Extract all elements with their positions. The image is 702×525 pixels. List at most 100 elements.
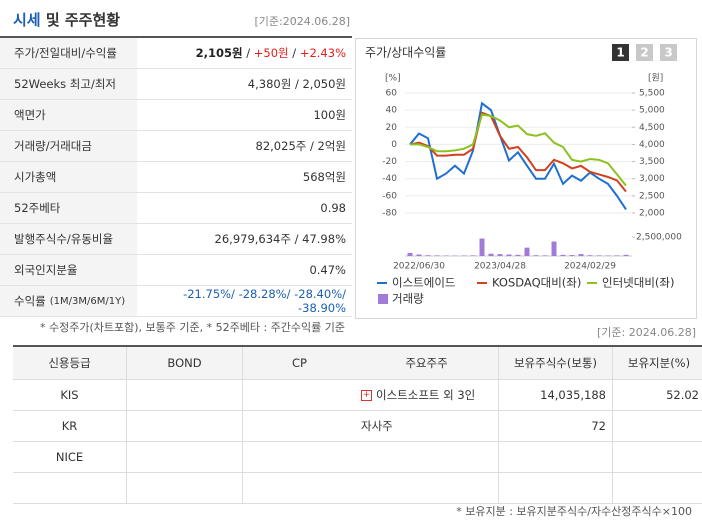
cell-text: 자사주 [361,419,393,433]
table-row: + 이스트소프트 외 3인 14,035,188 52.02 [355,379,702,411]
date: [기준:2024.06.28] [254,15,350,28]
table-row: 액면가 100원 [0,100,352,131]
header-row: 신용등급 BOND CP [13,346,356,380]
header: 시세 및 주주현황 [13,9,120,30]
credit-table: 신용등급 BOND CP KIS KR NICE [13,345,356,504]
table-cell [126,379,243,411]
volume-bar [524,247,530,256]
y2-axis-label: [원] [648,73,663,84]
table-cell [355,441,499,473]
volume-bar [578,254,584,256]
legend-label: 인터넷대비(좌) [602,276,674,290]
value-text: -21.75%/ -28.28%/ -28.40%/ -38.90% [183,287,346,315]
table-cell: KIS [13,379,127,411]
volume-bar [560,254,566,256]
table-row: 외국인지분율 0.47% [0,255,352,286]
row-label: 52주베타 [0,193,137,223]
x-tick-label: 2022/06/30 [393,262,445,272]
table-row: 52Weeks 최고/최저 4,380원 / 2,050원 [0,69,352,100]
row-label: 시가총액 [0,162,137,192]
table-row: KIS [13,379,356,411]
table-cell [612,472,702,504]
row-label: 52Weeks 최고/최저 [0,69,137,99]
table-cell [612,410,702,442]
expand-icon[interactable]: + [361,390,372,401]
label-text: 52주베타 [14,201,61,215]
title-rest: 및 주주현황 [45,11,121,29]
tab-label[interactable]: 3 [664,46,672,60]
value-text: / [242,46,254,60]
value-text: 100원 [313,108,346,122]
y2-tick-label: 2,500 [639,191,665,201]
volume-bar [542,255,548,256]
value-text: 0.98 [320,201,346,215]
y-tick-label: -40 [382,174,397,184]
row-value: 568억원 [137,169,352,185]
volume-bar [551,241,557,256]
value-text: 568억원 [302,170,346,184]
value-text: +50원 [253,46,289,60]
quote-table: 주가/전일대비/수익률 2,105원 / +50원 / +2.43% 52Weeks… [0,36,352,317]
y2-tick-label: 5,000 [639,106,665,116]
volume-bar [614,255,620,256]
value-text: 0.47% [309,263,346,277]
value-text: 2,105원 [195,46,243,60]
chart-frame [355,38,697,319]
row-label: 주가/전일대비/수익률 [0,38,137,68]
table-row: 거래량/거래대금 82,025주 / 2억원 [0,131,352,162]
row-label: 거래량/거래대금 [0,131,137,161]
tab[interactable] [660,44,677,61]
y-tick-label: 0 [391,140,397,150]
table-row: 시가총액 568억원 [0,162,352,193]
tab-label[interactable]: 1 [616,46,624,60]
volume-tick-label: 2,500,000 [636,233,682,243]
legend-label: 이스트에이드 [392,276,455,290]
volume-bar [416,254,422,256]
table-cell [242,441,356,473]
table-cell: 72 [498,410,613,442]
table-cell [355,472,499,504]
table-row: KR [13,410,356,442]
volume-bar [596,255,602,256]
tab[interactable] [612,44,629,61]
row-value: 82,025주 / 2억원 [137,138,352,154]
volume-bar [497,254,503,256]
y2-tick-label: 3,500 [639,157,665,167]
volume-bar [434,255,440,256]
row-value: 0.98 [137,201,352,215]
y2-tick-label: 5,500 [639,89,665,99]
table-cell: 52.02 [612,379,702,411]
table-row [13,472,356,504]
table-cell [126,441,243,473]
label-text: 외국인지분율 [14,263,78,277]
value-text: / [288,46,300,60]
label-text: 시가총액 [14,170,57,184]
value-text: 82,025주 / 2억원 [255,139,346,153]
table-cell [126,472,243,504]
legend-label: KOSDAQ대비(좌) [492,276,581,290]
header-cell: 보유주식수(보통) [498,346,613,380]
label-text: 수익률 [14,294,46,308]
tab[interactable] [636,44,653,61]
row-value: 2,105원 / +50원 / +2.43% [137,45,352,61]
table-cell [498,472,613,504]
tab-label[interactable]: 2 [640,46,648,60]
series-line [410,113,627,187]
legend-label: 거래량 [392,292,424,306]
volume-bar [470,255,476,256]
cell-text: NICE [55,450,84,464]
chart-title: 주가/상대수익률 [365,46,446,60]
table-cell [242,410,356,442]
cell-text: 72 [591,419,606,433]
header-cell: 주요주주 [355,346,499,380]
table-cell [498,441,613,473]
header-cell: BOND [126,346,243,380]
table-row: 수익률 (1M/3M/6M/1Y) -21.75%/ -28.28%/ -28.40… [0,286,352,317]
footnote: * 수정주가(차트포함), 보통주 기준, * 52주베타 : 주간수익률 기준 [40,321,346,334]
header-row: 주요주주 보유주식수(보통) 보유지분(%) [355,346,702,380]
table-cell: 자사주 [355,410,499,442]
footnote: * 보유지분 : 보유지분주식수/자수산정주식수×100 [456,505,692,518]
value-text: 4,380원 / 2,050원 [247,77,346,91]
volume-bar [488,253,494,256]
